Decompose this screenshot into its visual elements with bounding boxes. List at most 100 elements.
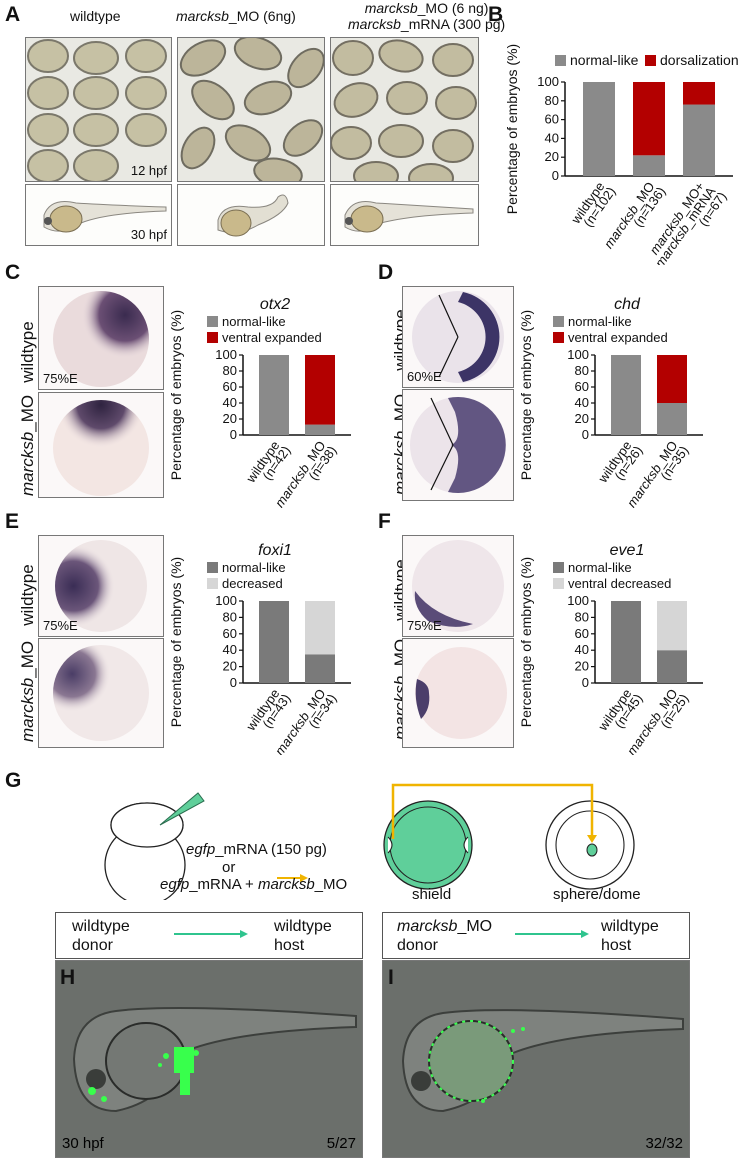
embryo-stain [53, 291, 149, 387]
y-tick-label: 80 [545, 93, 559, 108]
embryo-stain [415, 647, 507, 739]
embryo-stain [412, 540, 504, 632]
legend-label: normal-like [570, 52, 639, 68]
y-tick-label: 100 [537, 74, 559, 89]
arrow-line [438, 294, 459, 338]
bar-segment [305, 424, 335, 435]
bar-segment [305, 654, 335, 683]
i-donor-label: marcksb_MO donor [397, 918, 493, 954]
e-stage: 75%E [43, 618, 78, 633]
f-ish-mo [402, 638, 514, 748]
bar-segment [259, 601, 289, 683]
d-ish-mo [402, 389, 514, 501]
g-schematic [104, 783, 635, 900]
legend-swatch [553, 578, 564, 589]
larva-fluorescence [72, 1006, 357, 1113]
chart-title: eve1 [610, 542, 645, 559]
panel-label-c: C [5, 261, 21, 284]
y-tick-label: 0 [582, 675, 589, 690]
embryo-stain [410, 397, 506, 493]
larva-illustration [217, 194, 289, 237]
y-tick-label: 60 [575, 626, 589, 641]
g-needle-icon [159, 792, 205, 826]
panel-label-d: D [378, 261, 394, 284]
a-larva-rescue [330, 184, 479, 246]
y-tick-label: 20 [545, 149, 559, 164]
larva-fluorescence [401, 1009, 684, 1113]
y-tick-label: 80 [575, 363, 589, 378]
g-injection-1: egfp_mRNA (150 pg) [186, 841, 327, 858]
a-eggs-wildtype: 12 hpf [25, 37, 172, 182]
i-transplant-box: marcksb_MO donor wildtype host [382, 912, 690, 959]
c-stage: 75%E [43, 371, 78, 386]
a-col1-title: wildtype [70, 8, 121, 24]
a-stage-30hpf: 30 hpf [130, 227, 167, 242]
g-arrow-head [300, 874, 308, 882]
embryo-stain [53, 400, 149, 496]
d-ish-wildtype: 60%E [402, 286, 514, 388]
g-shield-label: shield [412, 886, 452, 903]
chart-title: foxi1 [258, 542, 292, 559]
bar-segment [305, 355, 335, 425]
i-fluorescence-image: 32/32 [382, 960, 690, 1158]
i-host-label: wildtype host [601, 918, 659, 954]
larva-illustration [43, 201, 167, 233]
bar-segment [611, 601, 641, 683]
y-tick-label: 100 [215, 347, 237, 362]
g-or: or [222, 859, 236, 876]
y-tick-label: 40 [575, 642, 589, 657]
y-tick-label: 40 [223, 642, 237, 657]
bar-segment [633, 155, 665, 176]
e-ish-mo [38, 638, 164, 748]
legend-label: normal-like [568, 560, 632, 575]
i-arrow-icon [515, 930, 589, 938]
legend-swatch [207, 578, 218, 589]
legend-swatch [645, 55, 656, 66]
y-tick-label: 60 [575, 379, 589, 394]
y-tick-label: 40 [545, 130, 559, 145]
legend-label: normal-like [222, 560, 286, 575]
e-row-label-mo: marcksb_MO [18, 640, 37, 742]
panel-label-g: G [5, 769, 22, 792]
y-tick-label: 100 [567, 593, 589, 608]
legend-swatch [553, 332, 564, 343]
h-ratio: 5/27 [326, 1135, 356, 1152]
y-axis-label: Percentage of embryos (%) [168, 557, 184, 727]
h-arrow-icon [174, 930, 248, 938]
eggs-illustration [27, 39, 167, 181]
arrow-line [438, 336, 459, 378]
bar-segment [683, 104, 715, 176]
a-col2-title: marcksb_MO (6ng) [176, 8, 296, 24]
legend-label: ventral expanded [222, 330, 322, 345]
y-tick-label: 20 [223, 411, 237, 426]
a-eggs-rescue [330, 37, 479, 182]
e-ish-wildtype: 75%E [38, 535, 164, 637]
c-ish-wildtype: 75%E [38, 286, 164, 390]
a-col3-title: marcksb_MO (6 ng) marcksb_mRNA (300 pg) [348, 0, 506, 32]
panel-label-h: H [60, 966, 76, 989]
legend-label: decreased [222, 576, 283, 591]
y-tick-label: 80 [223, 609, 237, 624]
y-tick-label: 60 [223, 379, 237, 394]
panel-label-a: A [5, 3, 21, 26]
bar-segment [657, 355, 687, 403]
legend-swatch [553, 316, 564, 327]
y-axis-label: Percentage of embryos (%) [504, 44, 520, 214]
y-axis-label: Percentage of embryos (%) [168, 310, 184, 480]
y-tick-label: 20 [575, 411, 589, 426]
chart-b: normal-like dorsalization 0 20 40 60 80 100 Perc… [504, 44, 739, 265]
y-tick-label: 80 [575, 609, 589, 624]
y-tick-label: 0 [582, 427, 589, 442]
i-ratio: 32/32 [645, 1135, 683, 1152]
f-ish-wildtype: 75%E [402, 535, 514, 637]
d-stage: 60%E [407, 369, 442, 384]
bar-segment [657, 403, 687, 435]
y-tick-label: 100 [567, 347, 589, 362]
y-axis-label: Percentage of embryos (%) [518, 310, 534, 480]
g-transplant-arrowhead [587, 835, 597, 843]
g-sphere-label: sphere/dome [553, 886, 641, 903]
embryo-stain [412, 291, 504, 383]
